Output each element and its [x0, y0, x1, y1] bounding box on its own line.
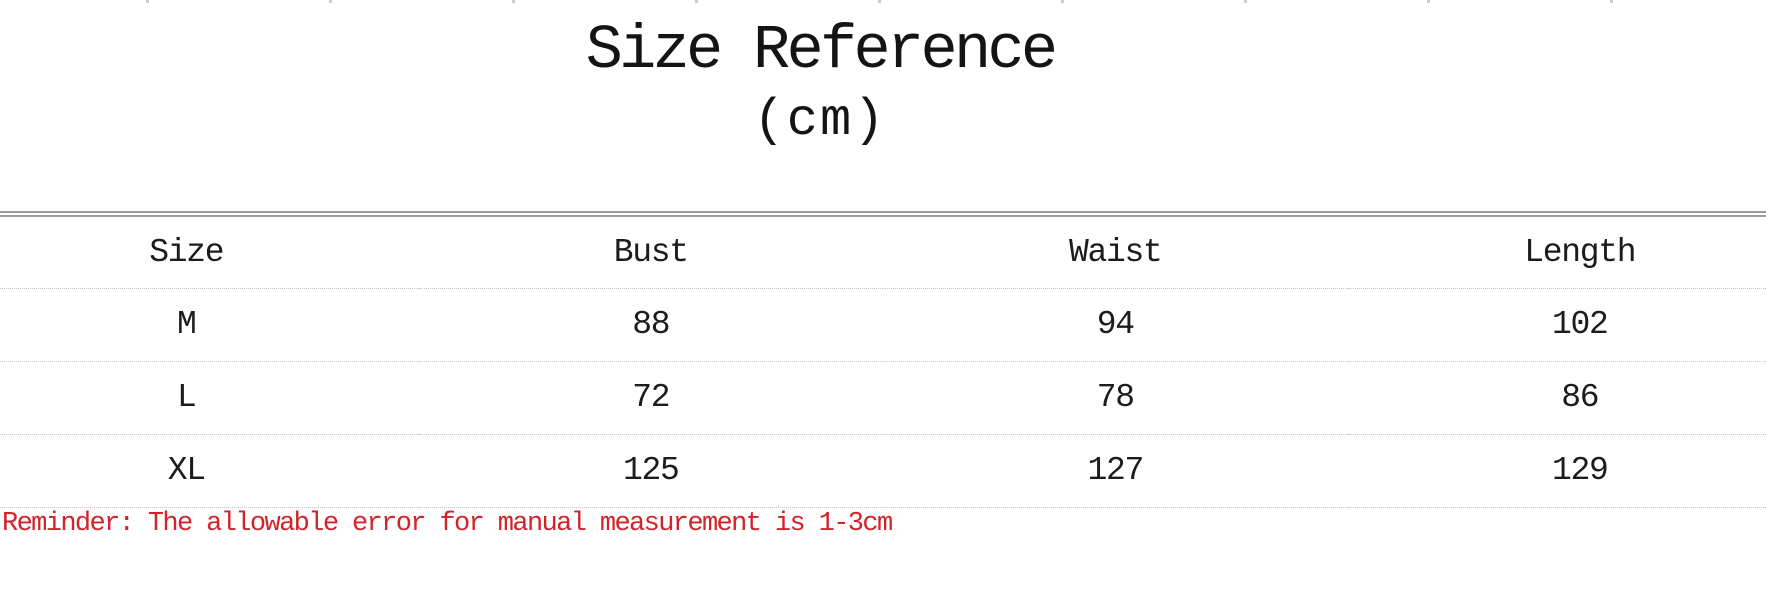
size-table-container: Size Bust Waist Length M 88 94 102 L 72 … [0, 211, 1766, 508]
unit-label: (cm) [753, 91, 887, 150]
cell-length: 102 [1552, 306, 1609, 343]
column-header-length: Length [1524, 233, 1636, 271]
top-crop-artifacts [0, 0, 1766, 3]
size-chart-title-block: Size Reference (cm) [0, 14, 1640, 152]
header-row: Size Bust Waist Length [0, 214, 1766, 288]
cell-size: L [177, 379, 197, 416]
column-header-bust: Bust [613, 233, 689, 271]
column-header-waist: Waist [1069, 233, 1163, 271]
page-title: Size Reference [585, 15, 1059, 86]
column-header-size: Size [149, 233, 224, 271]
cell-bust: 125 [623, 452, 680, 489]
cell-size: M [177, 306, 197, 343]
size-table-body: M 88 94 102 L 72 78 86 XL 125 127 129 [0, 288, 1766, 507]
size-table-header: Size Bust Waist Length [0, 214, 1766, 288]
cell-waist: 78 [1096, 379, 1135, 416]
size-reference-table: Size Bust Waist Length M 88 94 102 L 72 … [0, 211, 1766, 508]
measurement-error-reminder: Reminder: The allowable error for manual… [2, 509, 893, 539]
cell-size: XL [167, 452, 206, 489]
cell-length: 86 [1561, 379, 1599, 416]
cell-waist: 127 [1087, 452, 1145, 489]
cell-bust: 88 [632, 306, 670, 343]
cell-bust: 72 [632, 379, 670, 416]
table-row-m: M 88 94 102 [0, 288, 1766, 361]
cell-length: 129 [1552, 452, 1609, 489]
table-row-l: L 72 78 86 [0, 361, 1766, 434]
table-row-xl: XL 125 127 129 [0, 434, 1766, 507]
cell-waist: 94 [1096, 306, 1135, 343]
